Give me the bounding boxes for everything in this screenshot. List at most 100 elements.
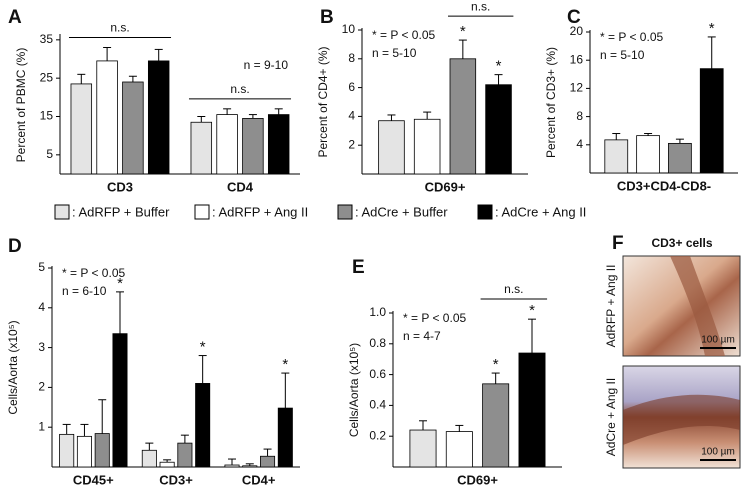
y-tick-label: 4 <box>576 137 583 151</box>
significance-star: * <box>493 356 499 373</box>
legend-swatch <box>337 204 353 220</box>
bar <box>76 435 92 468</box>
bar <box>141 449 157 468</box>
panel-letter: B <box>320 7 334 28</box>
y-axis-label: Percent of PBMC (%) <box>14 48 28 163</box>
image-label: AdCre + Ang II <box>604 378 618 456</box>
tissue <box>623 394 740 445</box>
y-tick-label: 5 <box>46 147 53 161</box>
bar <box>190 121 213 175</box>
bar <box>445 431 473 468</box>
significance-star: * <box>529 302 535 319</box>
y-tick-label: 12 <box>570 81 584 95</box>
annotation: n = 5-10 <box>600 48 645 62</box>
panel-title: CD3+ cells <box>651 236 712 250</box>
legend-label: : AdRFP + Ang II <box>212 204 308 219</box>
significance-star: * <box>460 23 466 40</box>
annotation: n = 6-10 <box>62 284 107 298</box>
x-tick-label: CD4 <box>227 179 254 194</box>
panel-letter: D <box>8 236 22 257</box>
panel-letter: C <box>567 7 581 28</box>
annotation: n = 5-10 <box>372 46 417 60</box>
scale-label: 100 µm <box>701 447 735 458</box>
legend-swatch <box>54 204 70 220</box>
bar <box>267 114 290 175</box>
bar <box>699 68 724 174</box>
bar <box>413 118 441 175</box>
bar <box>177 442 193 468</box>
y-tick-label: 20 <box>570 24 584 38</box>
bar <box>59 433 75 468</box>
annotation: * = P < 0.05 <box>62 266 125 280</box>
bar <box>70 83 93 175</box>
x-tick-label: CD69+ <box>425 179 466 194</box>
x-tick-label: CD69+ <box>457 472 498 487</box>
y-tick-label: 2 <box>348 137 355 151</box>
bar <box>96 60 118 175</box>
significance-star: * <box>200 339 206 356</box>
tissue <box>670 256 725 356</box>
annotation: n = 9-10 <box>244 58 289 72</box>
bar <box>112 333 128 468</box>
y-tick-label: 1 <box>38 419 45 433</box>
y-tick-label: 15 <box>40 109 54 123</box>
x-tick-label: CD4+ <box>242 472 276 487</box>
y-tick-label: 0.6 <box>369 367 386 381</box>
y-tick-label: 35 <box>40 32 54 46</box>
bracket-label: n.s. <box>230 82 249 96</box>
bar <box>378 120 405 175</box>
y-tick-label: 0.4 <box>369 398 386 412</box>
y-axis-label: Percent of CD3+ (%) <box>544 47 558 158</box>
bar <box>242 118 264 175</box>
legend-label: : AdCre + Ang II <box>495 204 586 219</box>
y-tick-label: 8 <box>576 109 583 123</box>
y-tick-label: 10 <box>342 22 356 36</box>
bar <box>409 429 437 468</box>
y-tick-label: 1.0 <box>369 305 386 319</box>
bar <box>449 58 477 175</box>
bar <box>195 383 211 468</box>
annotation: * = P < 0.05 <box>600 30 663 44</box>
significance-star: * <box>117 275 123 292</box>
y-axis-label: Cells/Aorta (x10⁵) <box>6 320 20 414</box>
bar <box>224 464 240 468</box>
y-tick-label: 16 <box>570 52 584 66</box>
y-tick-label: 6 <box>348 80 355 94</box>
y-tick-label: 8 <box>348 51 355 65</box>
legend-swatch <box>194 204 210 220</box>
legend-label: : AdRFP + Buffer <box>72 204 170 219</box>
bracket-label: n.s. <box>110 21 129 35</box>
y-tick-label: 0.2 <box>369 428 386 442</box>
panel-letter: F <box>612 233 624 254</box>
bar <box>636 135 660 174</box>
y-axis-label: Cells/Aorta (x10⁵) <box>347 343 361 437</box>
y-tick-label: 0.8 <box>369 336 386 350</box>
panel-letter: E <box>352 257 365 278</box>
bar <box>94 433 110 468</box>
bracket-label: n.s. <box>471 0 490 13</box>
bar <box>242 465 258 468</box>
y-tick-label: 5 <box>38 260 45 274</box>
bar <box>159 461 175 468</box>
panel-letter: A <box>8 7 22 28</box>
annotation: n = 4-7 <box>403 329 441 343</box>
bar <box>277 407 293 468</box>
legend-swatch <box>477 204 493 220</box>
y-tick-label: 3 <box>38 340 45 354</box>
y-tick-label: 4 <box>38 300 45 314</box>
x-tick-label: CD45+ <box>73 472 114 487</box>
y-axis-label: Percent of CD4+ (%) <box>316 46 330 157</box>
x-tick-label: CD3+CD4-CD8- <box>617 178 711 193</box>
legend-label: : AdCre + Buffer <box>355 204 448 219</box>
scale-label: 100 µm <box>701 335 735 346</box>
y-tick-label: 2 <box>38 380 45 394</box>
y-tick-label: 4 <box>348 109 355 123</box>
x-tick-label: CD3+ <box>159 472 193 487</box>
significance-star: * <box>496 58 502 75</box>
image-label: AdRFP + Ang II <box>604 265 618 348</box>
annotation: * = P < 0.05 <box>403 311 466 325</box>
bar <box>216 114 238 175</box>
annotation: * = P < 0.05 <box>372 28 435 42</box>
significance-star: * <box>709 20 715 37</box>
